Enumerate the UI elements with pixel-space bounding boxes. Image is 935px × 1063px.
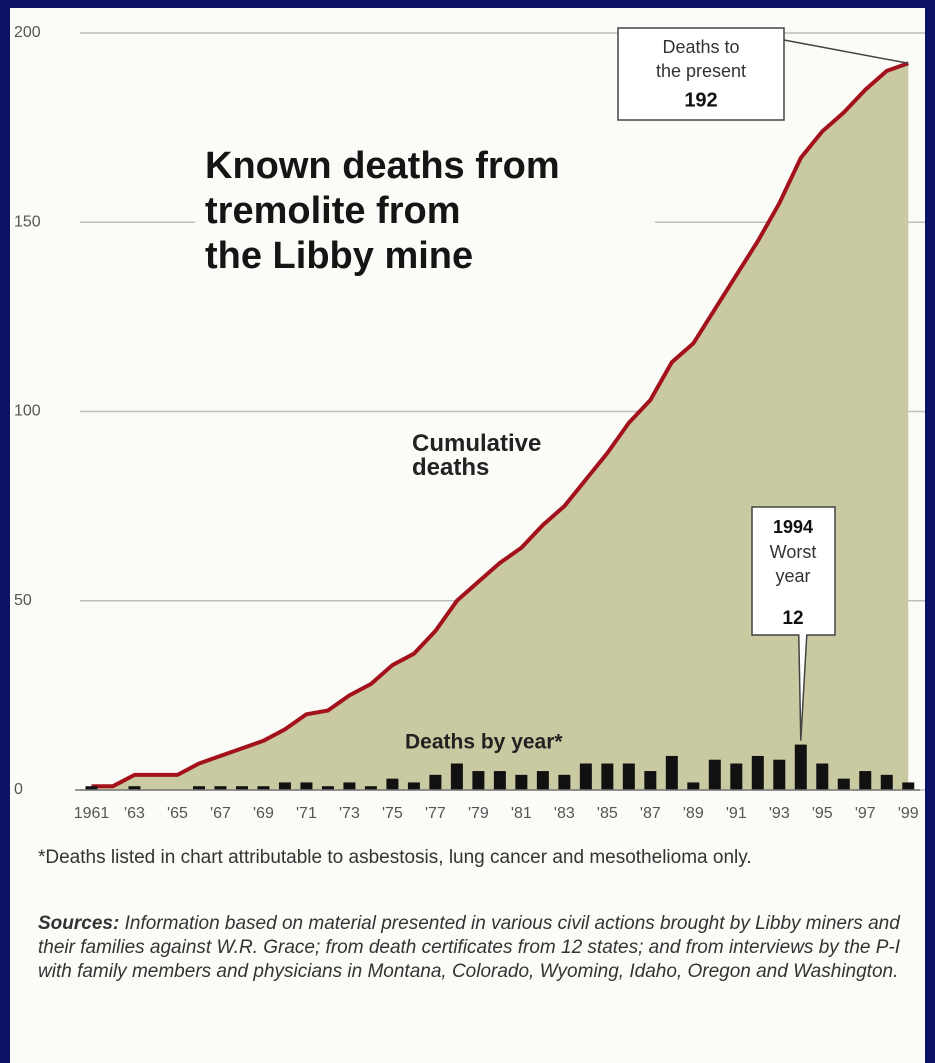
x-tick-label: '85 (597, 805, 618, 822)
bar (622, 763, 635, 790)
bar (751, 755, 764, 790)
annotation-value: 12 (782, 608, 803, 629)
bar (515, 774, 528, 790)
bar (859, 771, 872, 790)
y-tick-label: 0 (14, 781, 23, 798)
x-tick-label: '73 (339, 805, 360, 822)
x-tick-label: '83 (554, 805, 575, 822)
source: Sources: Information based on material p… (38, 912, 928, 984)
bar (85, 786, 98, 790)
bar (902, 782, 915, 790)
bar (493, 771, 506, 790)
footnote: *Deaths listed in chart attributable to … (38, 847, 752, 868)
x-tick-label: '87 (640, 805, 661, 822)
chart-title: the Libby mine (205, 235, 473, 277)
x-tick-label: '63 (124, 805, 145, 822)
bar (235, 786, 248, 790)
bar (536, 771, 549, 790)
bar (429, 774, 442, 790)
bar (192, 786, 205, 790)
y-tick-label: 50 (14, 592, 32, 609)
x-tick-label: '69 (253, 805, 274, 822)
x-tick-label: '75 (382, 805, 403, 822)
annotation-box (751, 506, 836, 741)
bar (214, 786, 227, 790)
bar (579, 763, 592, 790)
series-label: Cumulative deaths (412, 430, 542, 481)
annotation-year: 1994 (773, 517, 813, 537)
bar (794, 744, 807, 790)
x-tick-label: '99 (898, 805, 919, 822)
bar (386, 778, 399, 790)
leader-line (783, 39, 909, 65)
bar (407, 782, 420, 790)
source-label: Sources: (38, 913, 120, 934)
x-tick-label: '97 (855, 805, 876, 822)
title-backing (195, 140, 655, 300)
bar (644, 771, 657, 790)
bar (773, 759, 786, 790)
bar (300, 782, 313, 790)
annotation-value: 192 (684, 89, 717, 111)
bar (708, 759, 721, 790)
x-tick-label: '67 (210, 805, 231, 822)
y-tick-label: 150 (14, 213, 41, 230)
bar (816, 763, 829, 790)
annotation-text: Deaths to (662, 37, 739, 57)
bar (601, 763, 614, 790)
source-text: Information based on material presented … (38, 913, 901, 982)
bar (837, 778, 850, 790)
x-tick-label: '77 (425, 805, 446, 822)
x-tick-label: '89 (683, 805, 704, 822)
bar (687, 782, 700, 790)
x-tick-label: '79 (468, 805, 489, 822)
annotation-text: the present (656, 61, 746, 81)
x-tick-label: '65 (167, 805, 188, 822)
x-tick-label: '71 (296, 805, 317, 822)
x-tick-label: '91 (726, 805, 747, 822)
annotation-text: Worst (770, 542, 817, 562)
bar (364, 786, 377, 790)
series-label: Deaths by year* (405, 731, 563, 754)
bar (343, 782, 356, 790)
bar (278, 782, 291, 790)
bar (321, 786, 334, 790)
y-tick-label: 200 (14, 24, 41, 41)
y-tick-label: 100 (14, 403, 41, 420)
annotation-text: year (775, 566, 810, 586)
chart-title: tremolite from (205, 190, 460, 232)
bar (450, 763, 463, 790)
bar (472, 771, 485, 790)
chart-title: Known deaths from (205, 145, 560, 187)
annotation-box (617, 27, 785, 121)
cumulative-area (91, 63, 909, 791)
bar (730, 763, 743, 790)
x-tick-label: '95 (812, 805, 833, 822)
bar (880, 774, 893, 790)
bar (257, 786, 270, 790)
cumulative-line (91, 61, 909, 789)
bar (558, 774, 571, 790)
x-tick-label: 1961 (74, 805, 110, 822)
x-tick-label: '93 (769, 805, 790, 822)
bar (128, 786, 141, 790)
bar (665, 755, 678, 790)
x-tick-label: '81 (511, 805, 532, 822)
